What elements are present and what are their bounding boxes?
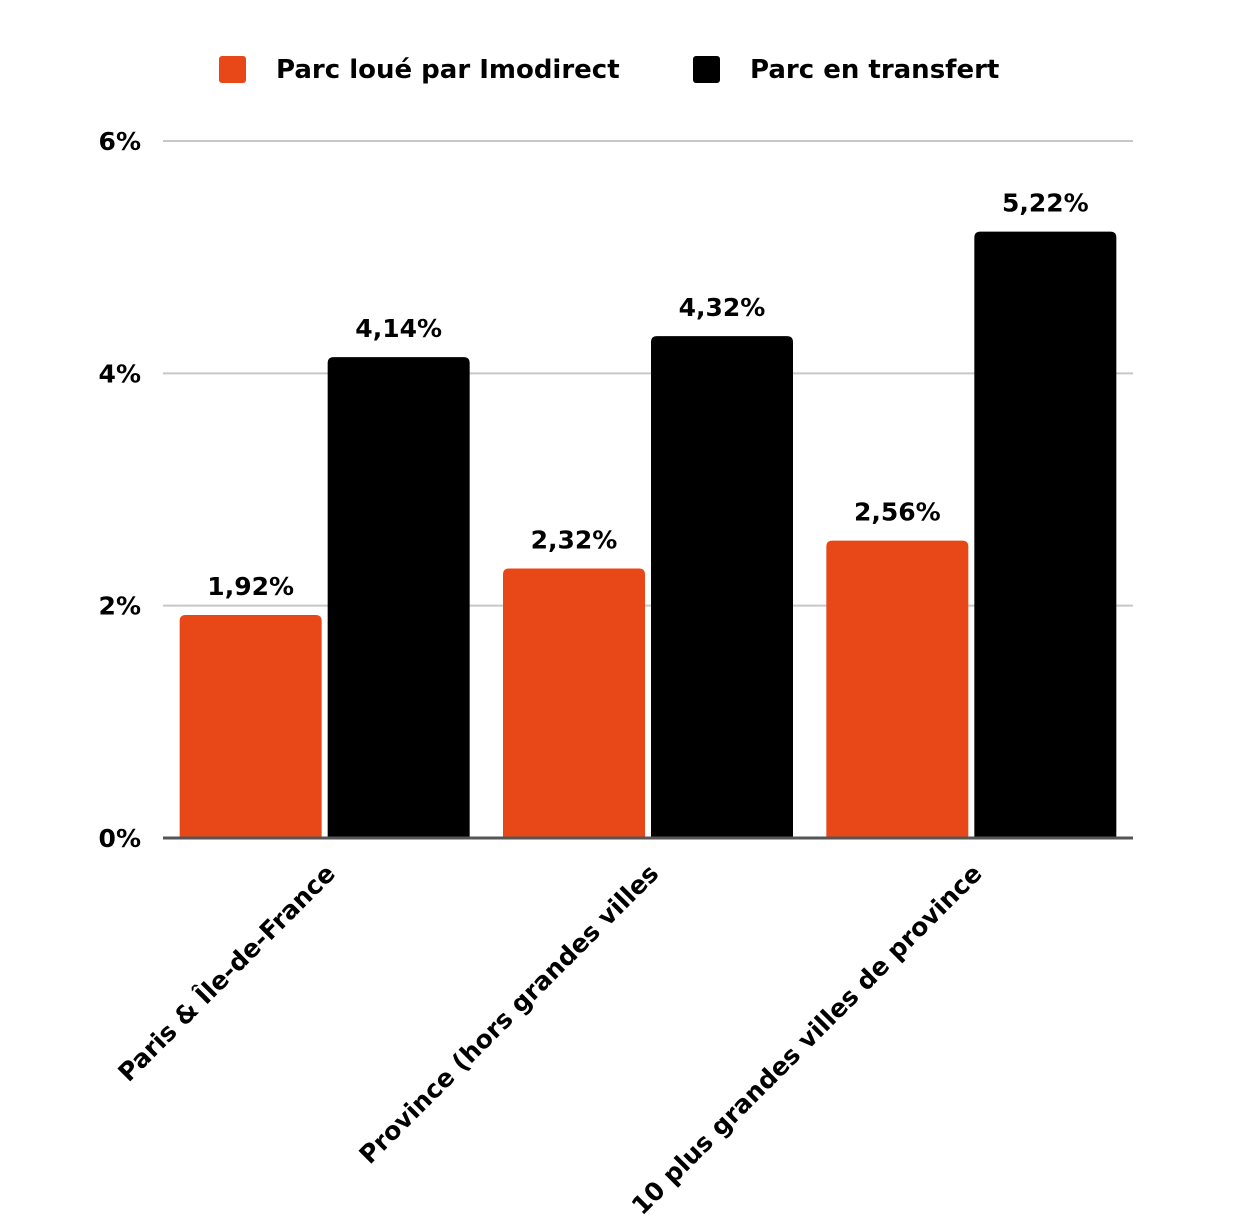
data-label: 1,92%	[207, 572, 294, 601]
bar-parc-loue-1	[179, 614, 322, 838]
legend-swatch-1	[219, 56, 246, 83]
bar-parc-transfert-2	[651, 336, 793, 838]
bar-parc-transfert-1	[327, 357, 470, 838]
x-tick-label: Province (hors grandes villes	[354, 859, 665, 1170]
y-tick-label: 0%	[99, 824, 141, 853]
bar-parc-loue-3	[826, 540, 969, 838]
data-label: 4,14%	[355, 314, 442, 343]
y-tick-label: 2%	[99, 592, 141, 621]
y-tick-label: 4%	[99, 359, 141, 388]
y-tick-label: 6%	[99, 127, 141, 156]
data-label: 2,32%	[531, 525, 618, 554]
data-label: 2,56%	[854, 498, 941, 527]
legend-swatch-2	[693, 56, 720, 83]
x-axis-ticks: Paris & Île-de-France Province (hors gran…	[112, 859, 987, 1221]
bar-parc-loue-2	[503, 568, 645, 838]
bar-parc-transfert-3	[974, 231, 1117, 839]
data-label: 4,32%	[679, 293, 766, 322]
x-tick-label: 10 plus grandes villes de province	[626, 859, 988, 1221]
bars	[179, 231, 1117, 839]
data-labels: 1,92% 4,14% 2,32% 4,32% 2,56% 5,22%	[207, 189, 1088, 601]
legend-label-1: Parc loué par Imodirect	[276, 55, 620, 85]
gridlines	[163, 140, 1133, 607]
data-label: 5,22%	[1002, 189, 1089, 218]
legend-label-2: Parc en transfert	[750, 55, 999, 85]
x-tick-label: Paris & Île-de-France	[112, 859, 341, 1088]
y-axis-ticks: 0% 2% 4% 6%	[99, 127, 141, 853]
legend: Parc loué par Imodirect Parc en transfert	[219, 55, 999, 85]
